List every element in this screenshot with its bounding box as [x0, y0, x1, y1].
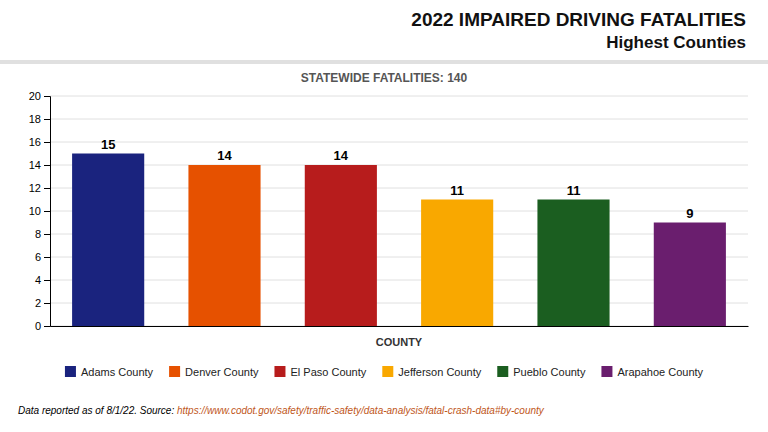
source-text: Data reported as of 8/1/22. Source:: [18, 405, 177, 416]
legend-swatch: [169, 366, 180, 377]
legend-label: El Paso County: [290, 366, 366, 378]
grid-line: [50, 234, 748, 235]
tick-label: 20: [29, 90, 41, 102]
axis-line: [44, 97, 51, 327]
tick-mark: [44, 119, 50, 120]
source-url: https://www.codot.gov/safety/traffic-saf…: [177, 405, 545, 416]
grid-line: [50, 211, 748, 212]
y-tick: 12: [29, 182, 50, 194]
tick-label: 2: [35, 297, 41, 309]
axis-line: [51, 326, 749, 327]
title: 2022 IMPAIRED DRIVING FATALITIES: [411, 9, 746, 30]
legend-item: Arapahoe County: [601, 366, 703, 378]
legend-swatch: [382, 366, 393, 377]
y-tick: 8: [35, 228, 50, 240]
bar: [72, 154, 144, 327]
data-label: 15: [101, 137, 115, 152]
y-tick: 16: [29, 136, 50, 148]
data-label: 9: [686, 206, 693, 221]
tick-mark: [44, 280, 50, 281]
grid-line: [50, 165, 748, 166]
tick-mark: [44, 96, 50, 97]
legend-label: Jefferson County: [398, 366, 481, 378]
y-tick: 10: [29, 205, 50, 217]
grid-line: [50, 119, 748, 120]
legend-swatch: [601, 366, 612, 377]
tick-label: 14: [29, 159, 41, 171]
legend-item: Pueblo County: [497, 366, 586, 378]
header-rule: [0, 60, 768, 64]
y-tick: 2: [35, 297, 50, 309]
tick-mark: [44, 188, 50, 189]
tick-label: 8: [35, 228, 41, 240]
tick-mark: [44, 326, 50, 327]
tick-label: 6: [35, 251, 41, 263]
bars: [72, 154, 726, 327]
y-tick: 20: [29, 90, 50, 102]
data-label: 14: [334, 148, 349, 163]
source: Data reported as of 8/1/22. Source: http…: [18, 405, 545, 416]
tick-label: 16: [29, 136, 41, 148]
tick-mark: [44, 257, 50, 258]
y-tick: 4: [35, 274, 50, 286]
legend-label: Pueblo County: [513, 366, 586, 378]
legend-swatch: [274, 366, 285, 377]
tick-mark: [44, 234, 50, 235]
y-tick: 14: [29, 159, 50, 171]
tick-label: 0: [35, 320, 41, 332]
legend: Adams County Denver County El Paso County J…: [65, 366, 704, 378]
y-axis: 0 2 4 6 8 10 12 14 16 18 20: [29, 90, 51, 332]
bar: [188, 165, 260, 326]
tick-label: 10: [29, 205, 41, 217]
tick-label: 12: [29, 182, 41, 194]
data-label: 14: [217, 148, 232, 163]
data-label: 11: [567, 183, 581, 198]
legend-label: Arapahoe County: [617, 366, 703, 378]
grid-line: [50, 142, 748, 143]
grid-line: [50, 188, 748, 189]
grid-line: [50, 96, 748, 97]
bar: [654, 223, 726, 327]
bar: [537, 200, 609, 327]
tick-label: 4: [35, 274, 41, 286]
x-axis-title: COUNTY: [376, 336, 423, 348]
bar: [305, 165, 377, 326]
legend-label: Denver County: [185, 366, 259, 378]
legend-item: Denver County: [169, 366, 259, 378]
bar: [421, 200, 493, 327]
tick-mark: [44, 165, 50, 166]
legend-item: Jefferson County: [382, 366, 481, 378]
y-tick: 18: [29, 113, 50, 125]
annotation: STATEWIDE FATALITIES: 140: [301, 71, 468, 85]
y-tick: 6: [35, 251, 50, 263]
legend-label: Adams County: [81, 366, 154, 378]
x-axis: [51, 326, 749, 327]
grid-line: [50, 280, 748, 281]
grid-line: [50, 326, 748, 327]
grid-line: [50, 257, 748, 258]
tick-mark: [44, 211, 50, 212]
grid: [50, 96, 748, 326]
legend-item: El Paso County: [274, 366, 366, 378]
subtitle: Highest Counties: [606, 33, 746, 52]
chart: 2022 IMPAIRED DRIVING FATALITIES Highest …: [0, 0, 768, 432]
tick-label: 18: [29, 113, 41, 125]
grid-line: [50, 303, 748, 304]
legend-item: Adams County: [65, 366, 154, 378]
legend-swatch: [497, 366, 508, 377]
tick-mark: [44, 303, 50, 304]
y-tick: 0: [35, 320, 50, 332]
legend-swatch: [65, 366, 76, 377]
data-label: 11: [450, 183, 464, 198]
tick-mark: [44, 142, 50, 143]
data-labels: 15 14 14 11 11 9: [101, 137, 694, 221]
